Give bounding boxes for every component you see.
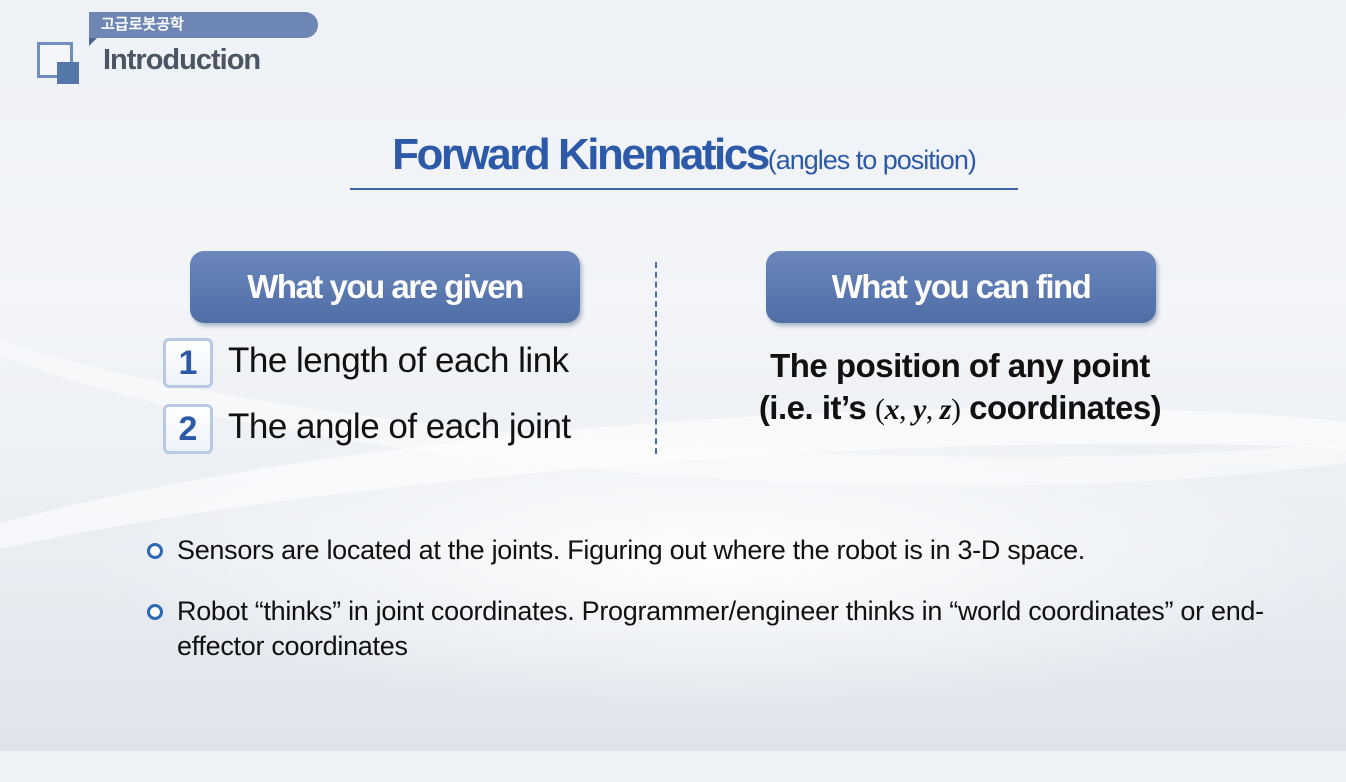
math-separator: , [898, 393, 913, 426]
math-var-z: z [939, 393, 952, 426]
math-close-paren: ) [950, 393, 961, 426]
heading-sub-text: (angles to position) [767, 145, 977, 175]
course-name: 고급로봇공학 [101, 16, 184, 33]
course-tag-tail [89, 38, 97, 46]
bullet-text: Robot “thinks” in joint coordinates. Pro… [177, 596, 1264, 661]
given-item-text: The length of each link [228, 341, 569, 380]
given-label-pill: What you are given [190, 251, 580, 323]
find-description: The position of any point (i.e. it’s (x,… [700, 345, 1220, 431]
find-line-2-prefix: (i.e. it’s [758, 389, 875, 426]
bullet-item: Robot “thinks” in joint coordinates. Pro… [147, 594, 1327, 664]
math-var-x: x [884, 393, 899, 426]
heading-main-text: Forward Kinematics [392, 130, 770, 179]
given-number-badge: 2 [163, 404, 213, 454]
coordinate-math: (x, y, z) [875, 393, 961, 426]
find-label-pill: What you can find [766, 251, 1156, 323]
given-item-text: The angle of each joint [228, 407, 571, 446]
find-line-1: The position of any point [770, 347, 1150, 384]
find-line-2-suffix: coordinates) [960, 389, 1162, 426]
section-square-fill-icon [57, 62, 79, 84]
section-square-outline-icon [37, 42, 73, 78]
bullet-circle-icon [147, 543, 163, 559]
bullet-circle-icon [147, 604, 163, 620]
given-number-badge: 1 [163, 338, 213, 388]
bullet-item: Sensors are located at the joints. Figur… [147, 533, 1327, 568]
course-name-tag: 고급로봇공학 [89, 12, 318, 38]
math-var-y: y [912, 393, 926, 426]
bullet-text: Sensors are located at the joints. Figur… [177, 535, 1086, 565]
math-separator: , [925, 393, 940, 426]
math-open-paren: ( [874, 393, 885, 426]
find-line-2: (i.e. it’s (x, y, z) coordinates) [700, 387, 1220, 431]
section-title: Introduction [103, 44, 261, 76]
slide-heading: Forward Kinematics(angles to position) [350, 130, 1018, 190]
column-divider [655, 262, 657, 454]
